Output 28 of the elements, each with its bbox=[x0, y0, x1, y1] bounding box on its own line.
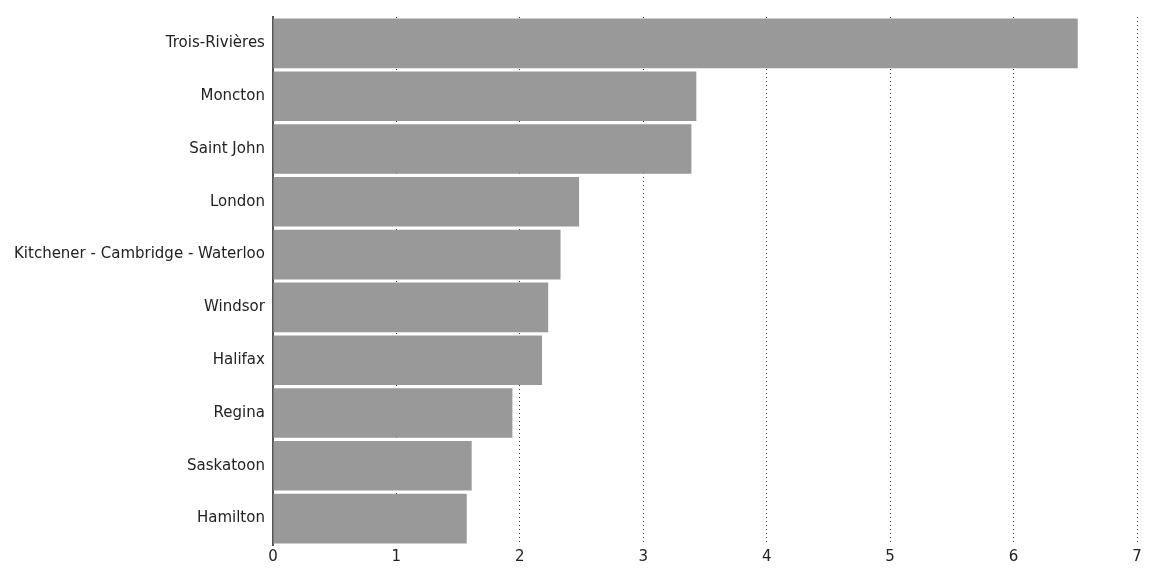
y-tick-label: Moncton bbox=[200, 86, 265, 105]
x-tick-label: 7 bbox=[1132, 546, 1142, 565]
y-tick-label: Saskatoon bbox=[187, 455, 265, 474]
bar bbox=[273, 18, 1078, 69]
x-tick-label: 4 bbox=[761, 546, 772, 565]
y-tick-label: London bbox=[209, 191, 265, 210]
x-tick-label: 2 bbox=[515, 546, 525, 565]
bar bbox=[273, 229, 561, 280]
bar bbox=[273, 440, 472, 491]
x-tick-label: 0 bbox=[268, 546, 278, 565]
y-tick-label: Windsor bbox=[204, 297, 266, 316]
bar bbox=[273, 176, 580, 227]
y-tick-label: Hamilton bbox=[196, 508, 265, 527]
x-tick-label: 1 bbox=[391, 546, 402, 565]
x-tick-label: 3 bbox=[638, 546, 649, 565]
bar bbox=[273, 335, 543, 386]
bar bbox=[273, 388, 513, 438]
y-tick-label: Regina bbox=[213, 402, 265, 421]
bar bbox=[273, 71, 697, 122]
y-tick-label: Saint John bbox=[189, 138, 265, 157]
x-tick-label: 6 bbox=[1008, 546, 1019, 565]
y-tick-label: Trois-Rivières bbox=[164, 33, 266, 52]
x-tick-label: 5 bbox=[885, 546, 895, 565]
bar bbox=[273, 493, 467, 544]
bar bbox=[273, 282, 549, 333]
y-tick-label: Kitchener - Cambridge - Waterloo bbox=[14, 244, 265, 263]
y-tick-label: Halifax bbox=[212, 350, 266, 369]
bar bbox=[273, 124, 692, 174]
